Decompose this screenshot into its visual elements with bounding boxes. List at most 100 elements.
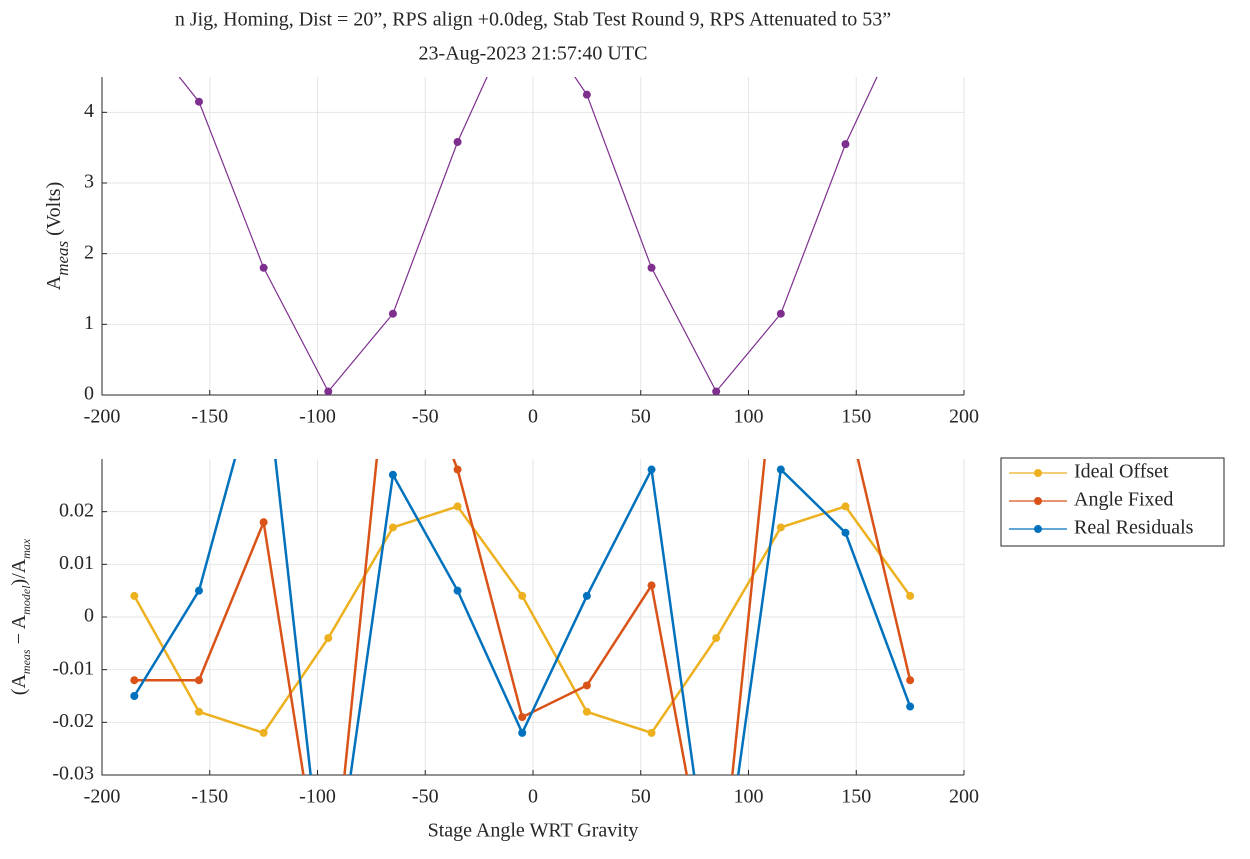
x-tick-label: -150: [191, 786, 228, 808]
data-point: [130, 676, 139, 685]
legend-label: Angle Fixed: [1074, 489, 1173, 511]
data-point: [518, 591, 527, 600]
data-point: [712, 634, 721, 643]
data-point: [647, 728, 656, 737]
y-tick-label: -0.01: [52, 657, 94, 679]
x-tick-label: -100: [299, 786, 336, 808]
y-tick-label: 0.02: [59, 499, 94, 521]
data-point: [259, 518, 268, 527]
y-tick-label: 0.01: [59, 552, 94, 574]
data-point: [453, 502, 462, 511]
label-part: meas: [19, 649, 33, 674]
data-point: [776, 465, 785, 474]
label-part: model: [19, 585, 33, 615]
x-tick-label: -100: [299, 406, 336, 428]
data-point: [518, 728, 527, 737]
label-part: − A: [8, 614, 30, 649]
y-axis-label: Ameas (Volts): [43, 182, 73, 291]
label-part: (A: [8, 674, 30, 696]
x-tick-label: 100: [734, 406, 764, 428]
y-tick-label: -0.03: [52, 763, 94, 785]
data-point: [194, 707, 203, 716]
data-point: [453, 465, 462, 474]
label-part: (Volts): [43, 182, 65, 241]
chart-title: 23-Aug-2023 21:57:40 UTC: [419, 43, 648, 65]
data-point: [389, 297, 397, 305]
y-tick-label: 3: [84, 171, 94, 193]
data-point: [130, 692, 139, 700]
x-tick-label: 200: [949, 786, 979, 808]
y-tick-label: -0.02: [52, 710, 94, 732]
legend-marker: [1034, 525, 1042, 533]
data-point: [194, 586, 203, 595]
x-axis-label: Stage Angle WRT Gravity: [428, 820, 639, 842]
data-point: [906, 591, 915, 600]
x-tick-label: 50: [631, 786, 651, 808]
legend-marker: [1034, 497, 1042, 505]
data-point: [776, 523, 785, 532]
x-tick-label: -50: [412, 406, 439, 428]
data-point: [647, 581, 656, 590]
x-tick-label: 200: [949, 406, 979, 428]
plot-area: [130, 297, 915, 775]
data-point: [259, 263, 268, 272]
data-point: [776, 309, 785, 318]
data-point: [518, 0, 526, 3]
data-point: [582, 90, 591, 99]
y-tick-label: 2: [84, 241, 94, 263]
data-point: [324, 387, 333, 395]
data-point: [194, 676, 203, 685]
label-part: max: [19, 538, 33, 559]
x-tick-label: -50: [412, 786, 439, 808]
axis-line: [101, 459, 964, 776]
data-point: [388, 470, 397, 479]
data-point: [841, 140, 850, 149]
data-point: [388, 309, 397, 318]
x-tick-label: -200: [84, 786, 121, 808]
x-tick-label: -200: [84, 406, 121, 428]
x-tick-label: 150: [841, 786, 871, 808]
data-point: [906, 676, 915, 685]
data-point: [582, 707, 591, 716]
data-point: [647, 263, 656, 272]
data-point: [130, 16, 138, 24]
x-tick-label: 50: [631, 406, 651, 428]
data-point: [906, 702, 915, 711]
data-point: [582, 591, 591, 600]
y-axis-label: (Ameas − Amodel)/Amax: [8, 538, 33, 695]
y-tick-label: 0: [84, 605, 94, 627]
x-tick-label: -150: [191, 406, 228, 428]
x-tick-label: 0: [528, 786, 538, 808]
data-point: [259, 728, 268, 737]
data-point: [582, 681, 591, 690]
label-part: )/A: [8, 558, 30, 585]
series-line: [133, 504, 912, 735]
y-tick-label: 4: [84, 100, 94, 122]
legend-marker: [1034, 469, 1042, 477]
data-point: [841, 528, 850, 537]
data-point: [841, 502, 850, 511]
data-point: [453, 138, 462, 147]
data-point: [453, 586, 462, 595]
label-part: A: [43, 275, 65, 290]
y-tick-label: 0: [84, 383, 94, 405]
plot-area: [130, 0, 914, 395]
data-point: [518, 713, 527, 722]
chart-title: n Jig, Homing, Dist = 20”, RPS align +0.…: [175, 9, 891, 31]
label-part: meas: [53, 240, 72, 275]
data-point: [712, 387, 721, 395]
x-tick-label: 150: [841, 406, 871, 428]
legend-label: Real Residuals: [1074, 517, 1194, 539]
data-point: [647, 465, 656, 474]
data-point: [324, 634, 333, 643]
data-point: [260, 350, 268, 358]
data-point: [130, 591, 139, 600]
data-point: [194, 97, 203, 106]
x-tick-label: 0: [528, 406, 538, 428]
legend-label: Ideal Offset: [1074, 461, 1169, 483]
y-tick-label: 1: [84, 312, 94, 334]
data-point: [777, 297, 785, 305]
data-point: [388, 523, 397, 532]
data-point: [906, 2, 914, 10]
